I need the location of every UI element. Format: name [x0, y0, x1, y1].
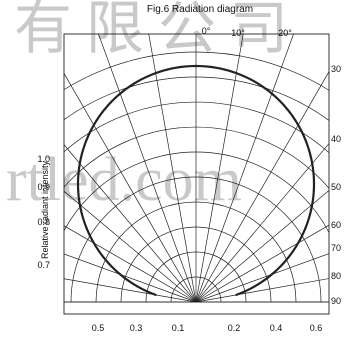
polar-spoke-5 [64, 144, 197, 303]
top-angle-label-2: 20° [278, 28, 292, 38]
watermark-top-text: 有限公司 [14, 0, 302, 61]
intensity-curve-left [76, 64, 198, 296]
polar-spoke-8 [148, 34, 197, 303]
chart-title: Fig.6 Radiation diagram [147, 4, 253, 15]
polar-spoke-16 [195, 253, 329, 303]
side-angle-label-4: 70 [331, 243, 341, 253]
bottom-tick-label-4: 0.4 [270, 323, 283, 333]
intensity-label-0: 1.0 [37, 154, 50, 164]
intensity-label-1: 0.9 [37, 182, 50, 192]
bottom-tick-label-5: 0.6 [310, 323, 323, 333]
plot-frame [63, 33, 330, 315]
side-angle-label-5: 80 [331, 271, 341, 281]
top-angle-label-1: 10° [231, 28, 245, 38]
polar-spoke-4 [64, 190, 197, 303]
watermark-middle-text: rtled.com [6, 146, 242, 214]
intensity-label-2: 0.8 [37, 217, 50, 227]
side-angle-label-1: 40 [331, 134, 341, 144]
polar-spoke-14 [195, 189, 329, 303]
polar-spoke-17 [195, 278, 329, 303]
watermark: 有限公司 rtled.com [6, 0, 302, 214]
side-angle-label-0: 30 [331, 64, 341, 74]
axis-labels: 0° 10° 20° 30 40 50 60 70 80 90 1.0 0.9 0.8 0.7 0.5 0.3… [37, 26, 341, 333]
polar-spoke-7 [98, 34, 197, 303]
intensity-label-3: 0.7 [37, 260, 50, 270]
polar-spoke-13 [195, 142, 329, 303]
intensity-curve [76, 64, 316, 296]
polar-spoke-10 [195, 34, 244, 303]
bottom-tick-label-2: 0.1 [172, 323, 185, 333]
bottom-tick-label-3: 0.2 [228, 323, 241, 333]
top-angle-label-0: 0° [202, 26, 211, 36]
side-angle-label-3: 60 [331, 220, 341, 230]
y-axis-label: Relative radiant intensity [40, 160, 50, 259]
polar-spoke-12 [195, 70, 329, 303]
bottom-tick-label-1: 0.3 [130, 323, 143, 333]
intensity-curve-right [194, 64, 316, 296]
side-angle-label-2: 50 [331, 182, 341, 192]
polar-spoke-6 [64, 72, 197, 303]
bottom-tick-label-0: 0.5 [92, 323, 105, 333]
polar-spoke-2 [64, 253, 197, 303]
polar-spoke-1 [64, 278, 197, 303]
polar-spoke-11 [195, 34, 294, 303]
side-angle-label-6: 90 [331, 296, 341, 306]
